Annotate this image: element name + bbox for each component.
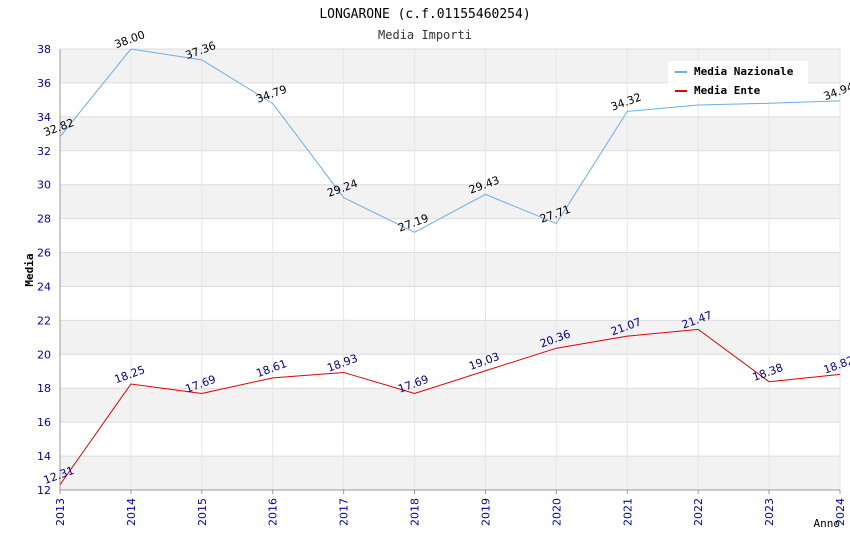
y-tick-label: 22	[37, 314, 51, 327]
grid-bands	[60, 49, 840, 490]
legend-label: Media Nazionale	[694, 65, 794, 78]
y-tick-label: 26	[37, 247, 51, 260]
data-label: 18.25	[113, 363, 147, 386]
x-tick-label: 2016	[267, 498, 280, 526]
y-tick-label: 24	[37, 280, 51, 293]
y-tick-label: 16	[37, 416, 51, 429]
grid-band	[60, 388, 840, 423]
x-tick-label: 2023	[763, 498, 776, 526]
data-label: 18.93	[325, 352, 359, 375]
data-label: 38.00	[113, 28, 147, 51]
y-tick-label: 32	[37, 145, 51, 158]
y-tick-label: 12	[37, 484, 51, 497]
x-tick-label: 2021	[621, 498, 634, 526]
grid-band	[60, 320, 840, 355]
x-tick-label: 2017	[338, 498, 351, 526]
grid-band	[60, 456, 840, 490]
y-tick-label: 18	[37, 382, 51, 395]
series-line-media-nazionale	[59, 48, 841, 233]
data-label: 34.94	[822, 80, 850, 103]
x-tick-label: 2013	[54, 498, 67, 526]
chart-title: LONGARONE (c.f.01155460254)	[319, 7, 530, 22]
legend-box	[668, 61, 808, 99]
x-tick-label: 2019	[479, 498, 492, 526]
data-label: 18.82	[822, 354, 850, 377]
chart-subtitle: Media Importi	[378, 28, 472, 42]
x-axis-label: Anno	[814, 517, 841, 530]
legend: Media Nazionale Media Ente	[668, 61, 808, 99]
y-tick-label: 38	[37, 43, 51, 56]
legend-label: Media Ente	[694, 84, 761, 97]
grid-band	[60, 116, 840, 151]
x-tick-label: 2022	[692, 498, 705, 526]
series-line-media-ente	[59, 328, 841, 486]
y-tick-label: 30	[37, 179, 51, 192]
y-tick-label: 36	[37, 77, 51, 90]
axes	[59, 49, 841, 494]
x-tick-label: 2014	[125, 498, 138, 526]
grid-band	[60, 252, 840, 287]
x-tick-labels: 2013 2014 2015 2016 2017 2018 2019 2020 2021 2022…	[54, 498, 847, 526]
y-tick-labels: 12 14 16 18 20 22 24 26 28 30 32 34 36 38	[37, 43, 51, 497]
y-tick-label: 34	[37, 111, 51, 124]
y-tick-label: 28	[37, 213, 51, 226]
series-lines	[59, 48, 841, 486]
y-tick-label: 20	[37, 348, 51, 361]
y-axis-label: Media	[23, 253, 36, 286]
grid-lines	[59, 48, 841, 491]
x-tick-label: 2024	[834, 498, 847, 526]
x-tick-label: 2020	[550, 498, 563, 526]
x-tick-label: 2015	[196, 498, 209, 526]
y-tick-label: 14	[37, 450, 51, 463]
x-tick-label: 2018	[409, 498, 422, 526]
